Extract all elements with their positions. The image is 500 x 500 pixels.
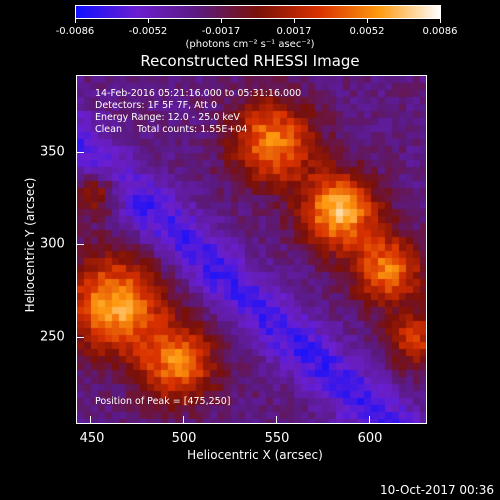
y-tick-label: 300 (40, 236, 65, 252)
info-clean-counts: Clean Total counts: 1.55E+04 (95, 124, 248, 135)
y-tick-mark (76, 337, 84, 338)
x-tick-mark (90, 416, 91, 424)
colorbar (75, 5, 441, 19)
y-tick-mark (76, 152, 84, 153)
info-detectors: Detectors: 1F 5F 7F, Att 0 (95, 100, 218, 111)
colorbar-tick-mark (440, 19, 441, 23)
colorbar-tick-label: 0.0052 (349, 26, 385, 37)
colorbar-tick-label: -0.0017 (201, 26, 241, 37)
x-tick-mark (183, 416, 184, 424)
colorbar-tick-mark (367, 19, 368, 23)
x-tick-label: 500 (171, 431, 197, 446)
y-tick-mark (76, 244, 84, 245)
info-time-range: 14-Feb-2016 05:21:16.000 to 05:31:16.000 (95, 88, 302, 99)
image-plot: 14-Feb-2016 05:21:16.000 to 05:31:16.000… (76, 75, 427, 424)
x-tick-label: 550 (264, 431, 290, 446)
colorbar-tick-label: -0.0052 (128, 26, 168, 37)
info-energy-range: Energy Range: 12.0 - 25.0 keV (95, 112, 240, 123)
x-tick-label: 450 (79, 431, 105, 446)
colorbar-tick-mark (221, 19, 222, 23)
x-axis-label: Heliocentric X (arcsec) (187, 448, 323, 462)
colorbar-tick-mark (148, 19, 149, 23)
y-tick-label: 250 (40, 329, 65, 345)
generation-timestamp: 10-Oct-2017 00:36 (380, 483, 494, 497)
colorbar-tick-mark (75, 19, 76, 23)
y-axis-label: Heliocentric Y (arcsec) (23, 177, 37, 313)
colorbar-tick-label: 0.0017 (276, 26, 312, 37)
y-tick-label: 350 (40, 144, 65, 160)
x-tick-mark (369, 416, 370, 424)
rhessi-heatmap (77, 76, 426, 423)
x-tick-label: 600 (357, 431, 383, 446)
peak-position: Position of Peak = [475,250] (95, 396, 231, 407)
x-tick-mark (276, 416, 277, 424)
colorbar-tick-label: 0.0086 (422, 26, 458, 37)
colorbar-tick-label: -0.0086 (55, 26, 95, 37)
colorbar-units: (photons cm⁻² s⁻¹ asec⁻²) (185, 39, 315, 50)
image-title: Reconstructed RHESSI Image (140, 52, 360, 70)
colorbar-tick-mark (294, 19, 295, 23)
